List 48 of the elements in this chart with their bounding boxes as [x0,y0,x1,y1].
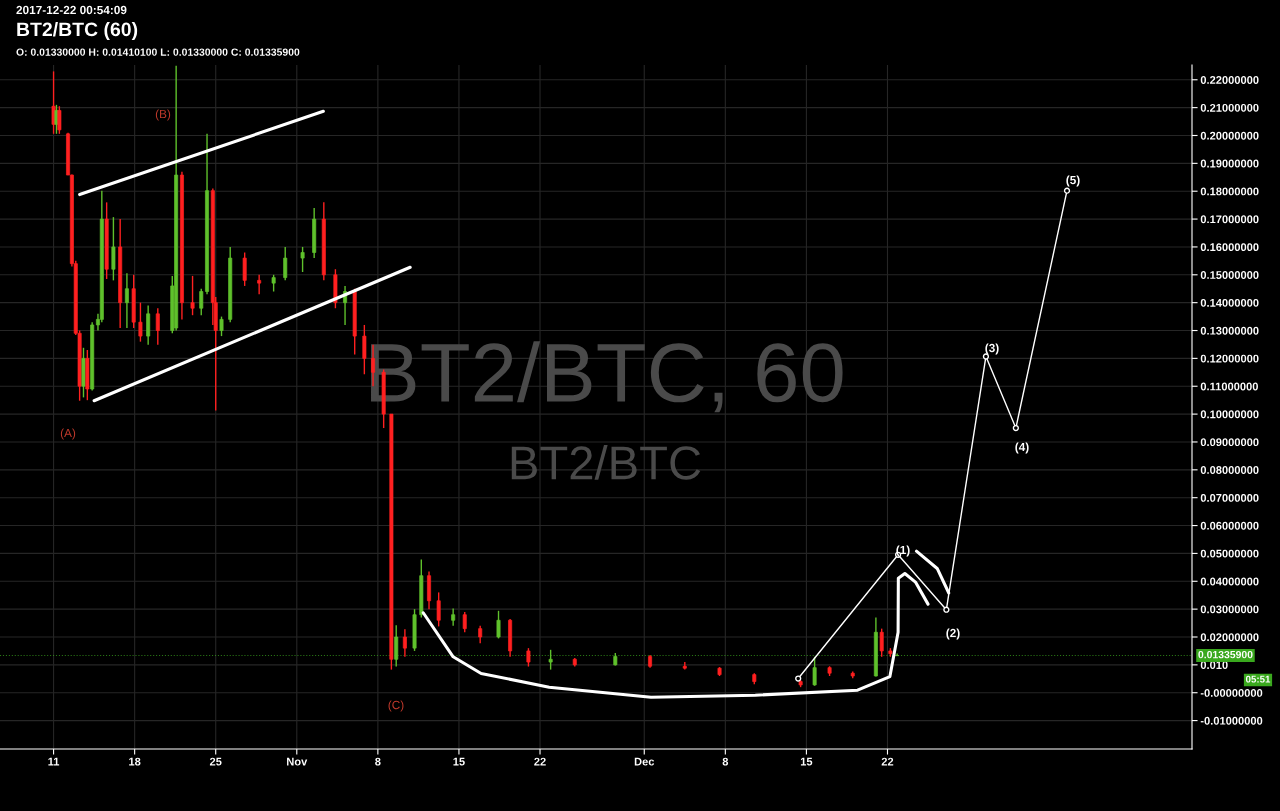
text: 05:51 [1245,675,1271,683]
y-tick-label: 0.22000000 [1200,76,1259,84]
annotation: (2) [946,628,960,640]
y-tick-label: 0.20000000 [1200,131,1259,140]
annotation: (3) [985,343,999,355]
y-tick-label: 0.13000000 [1200,326,1259,335]
y-tick-label: 0.09000000 [1200,438,1259,447]
annotation: (4) [1015,442,1029,454]
chart-title: BT2/BTC (60) [17,21,138,41]
annotation: (5) [1066,175,1080,187]
y-tick-label: 0.15000000 [1200,271,1259,279]
y-tick-label: -0.01000000 [1200,716,1263,725]
x-tick-label: Nov [287,757,308,766]
x-tick-label: 15 [453,757,465,766]
x-tick-label: 8 [375,757,381,766]
y-tick-label: 0.08000000 [1200,466,1259,474]
y-tick-label: 0.21000000 [1200,103,1259,112]
x-tick-label: 22 [534,757,546,766]
y-tick-label: 0.18000000 [1200,187,1259,196]
x-tick-label: 25 [209,757,222,766]
ref-line-label: 0.01335900 [1198,650,1253,659]
y-tick-label: 0.06000000 [1200,521,1259,530]
y-tick-label: 0.12000000 [1200,354,1259,363]
y-tick-label: 0.05000000 [1200,549,1259,558]
annotation: (B) [155,109,171,121]
y-tick-label: 0.07000000 [1200,493,1259,502]
y-tick-label: 0.17000000 [1200,215,1259,224]
annotation: (C) [388,700,404,712]
y-tick-label: -0.00000000 [1200,688,1263,697]
x-tick-label: 11 [48,757,60,766]
y-tick-label: 0.16000000 [1200,243,1259,252]
x-tick-label: 18 [129,757,141,766]
y-tick-label: 0.02000000 [1200,633,1259,642]
y-tick-label: 0.14000000 [1200,298,1259,307]
annotation: (1) [896,545,910,557]
chart-subtitle: O: 0.01330000 H: 0.01410100 L: 0.01330000 C: 0.01335900 [16,48,300,56]
annotation: BT2/BTC [511,444,701,480]
x-tick-label: 8 [722,757,729,766]
text: 2017-12-22 00:54:09 [16,5,127,15]
x-tick-label: 15 [800,757,813,766]
y-tick-label: 0.03000000 [1200,605,1259,614]
y-tick-label: 0.10000000 [1200,410,1259,419]
x-tick-label: 22 [881,757,894,766]
y-tick-label: 0.11000000 [1200,382,1258,391]
y-tick-label: 0.19000000 [1200,159,1259,168]
x-tick-label: Dec [634,757,655,766]
y-tick-label: 0.04000000 [1200,577,1259,586]
annotation: (A) [60,428,76,440]
